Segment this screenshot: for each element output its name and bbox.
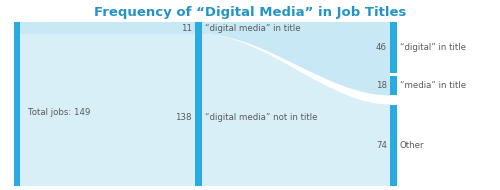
Polygon shape (202, 34, 390, 186)
Text: 138: 138 (176, 113, 192, 122)
Polygon shape (20, 34, 195, 186)
Text: “digital media” not in title: “digital media” not in title (205, 113, 318, 122)
Text: Other: Other (400, 141, 424, 150)
Bar (390, 105, 397, 186)
Polygon shape (20, 22, 195, 34)
Bar (390, 76, 397, 95)
Text: “digital media” in title: “digital media” in title (205, 24, 300, 32)
Text: Frequency of “Digital Media” in Job Titles: Frequency of “Digital Media” in Job Titl… (94, 6, 406, 19)
Text: “digital” in title: “digital” in title (400, 43, 466, 52)
Text: 74: 74 (376, 141, 387, 150)
Text: 18: 18 (376, 81, 387, 90)
Polygon shape (202, 22, 390, 95)
Text: “media” in title: “media” in title (400, 81, 466, 90)
Bar (14, 22, 20, 186)
Bar (195, 34, 202, 186)
Text: 46: 46 (376, 43, 387, 52)
Bar (195, 22, 202, 34)
Text: 11: 11 (181, 24, 192, 32)
Bar (390, 22, 397, 73)
Text: Total jobs: 149: Total jobs: 149 (28, 108, 90, 117)
